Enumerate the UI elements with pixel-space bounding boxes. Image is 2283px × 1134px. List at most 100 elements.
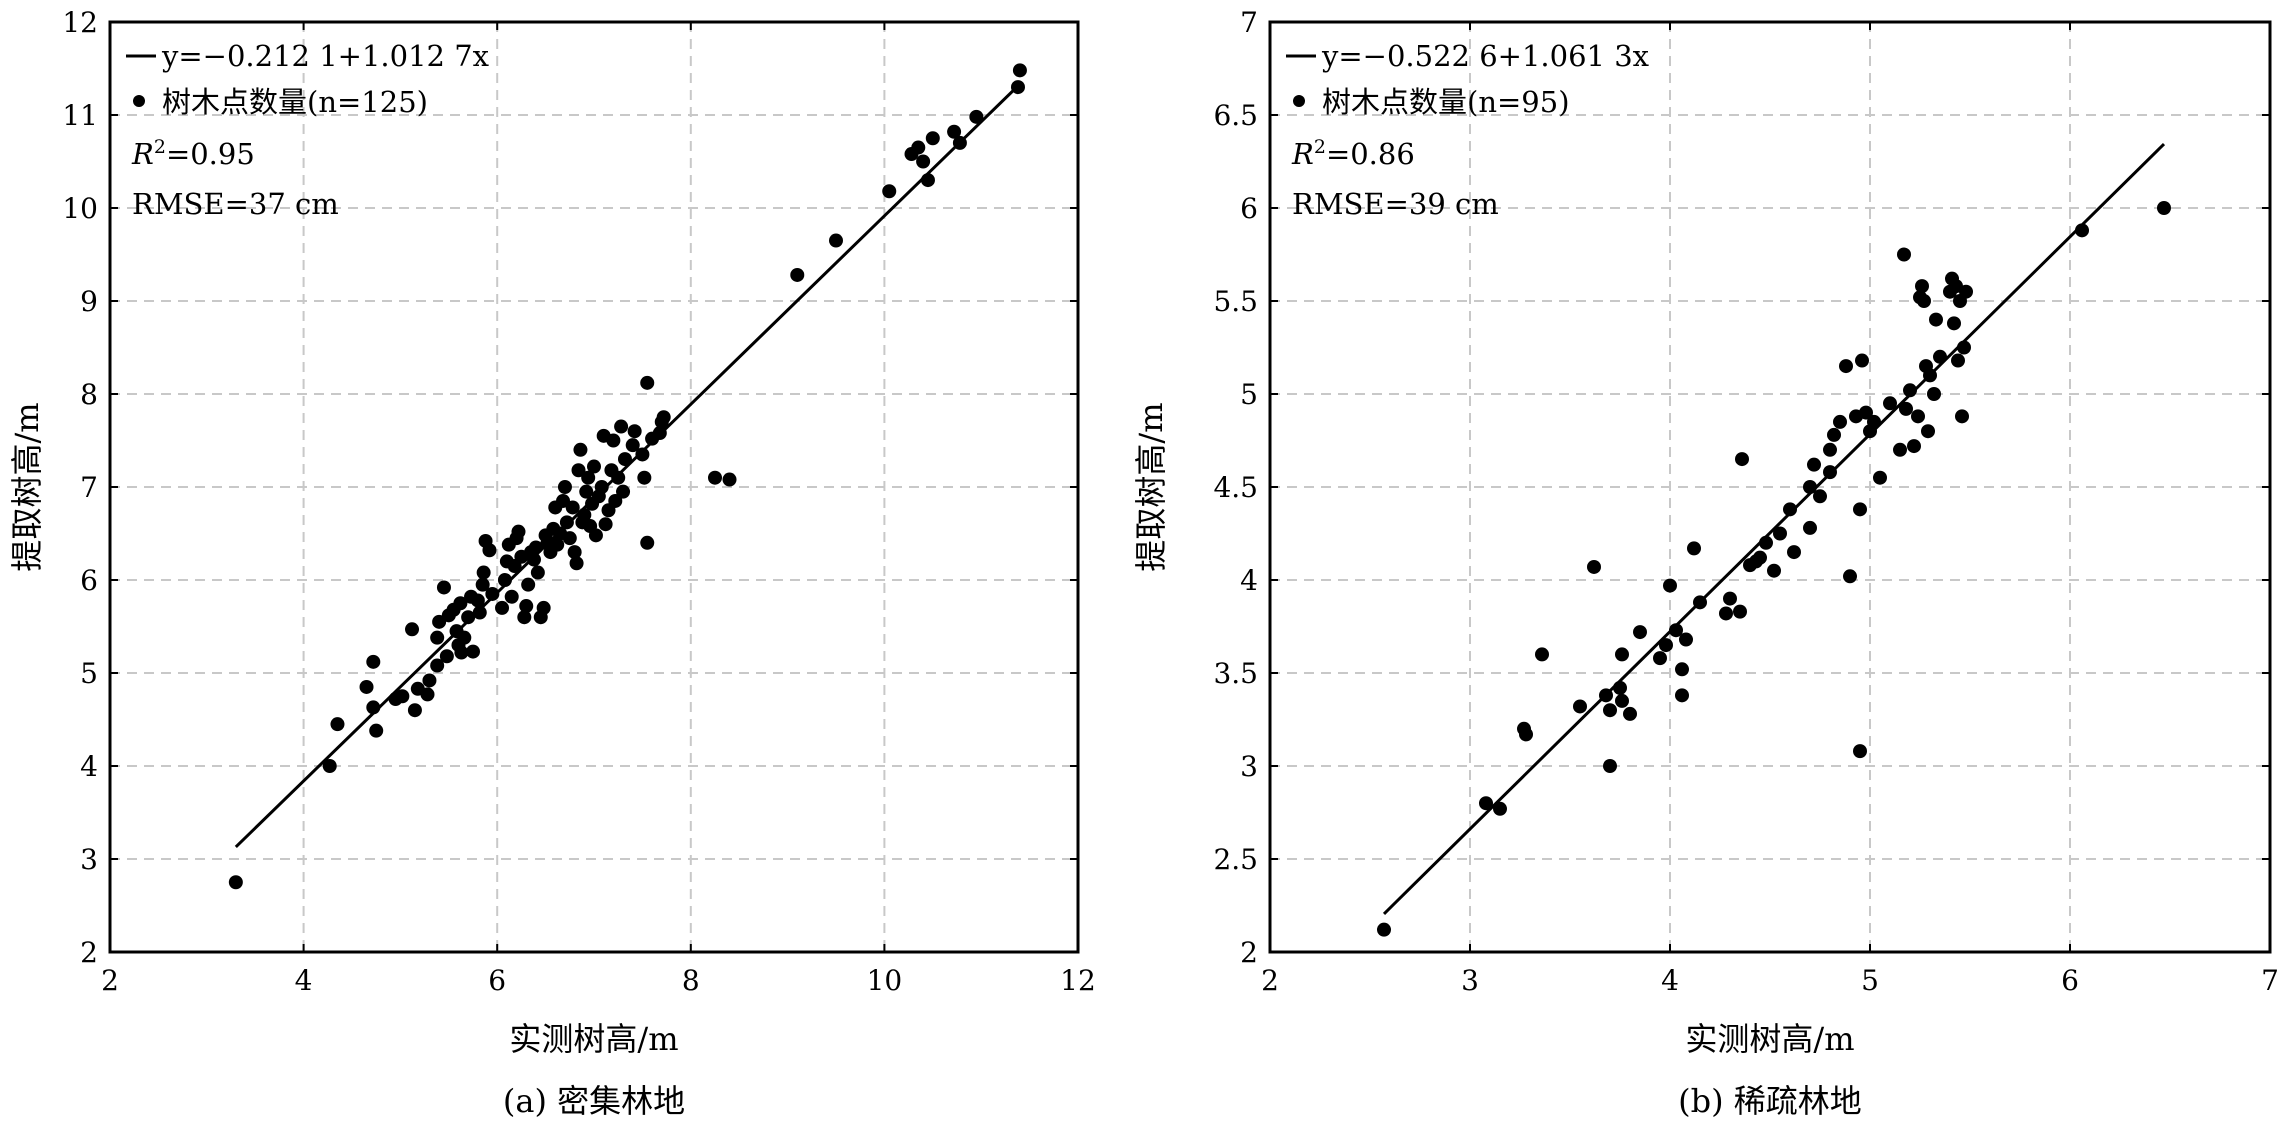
data-point [567, 545, 582, 560]
data-point [1911, 409, 1925, 424]
legend-point-swatch [133, 95, 145, 107]
data-point [640, 535, 655, 550]
data-point [1915, 279, 1929, 294]
data-point [526, 552, 541, 567]
data-point [571, 463, 586, 478]
x-tick-label: 6 [2061, 964, 2079, 997]
data-point [366, 654, 381, 669]
data-point [611, 470, 626, 485]
data-point [1603, 703, 1617, 718]
data-point [405, 622, 420, 637]
data-point [625, 438, 640, 453]
data-point [1843, 569, 1857, 584]
data-point [1493, 801, 1507, 816]
data-point [1623, 706, 1637, 721]
y-tick-label: 6.5 [1213, 99, 1258, 132]
data-point [504, 589, 519, 604]
data-point [925, 131, 940, 146]
data-point [969, 109, 984, 124]
data-point [1907, 439, 1921, 454]
x-tick-label: 6 [488, 964, 506, 997]
x-tick-label: 2 [1261, 964, 1279, 997]
data-point [1823, 442, 1837, 457]
data-point [1587, 559, 1601, 574]
data-point [1855, 353, 1869, 368]
data-point [1927, 387, 1941, 401]
data-point [457, 630, 472, 645]
data-point [1010, 80, 1025, 95]
figure-caption: (a) 密集林地 [503, 1082, 685, 1120]
data-point [1613, 680, 1627, 695]
data-point [1603, 759, 1617, 773]
data-point [1833, 414, 1847, 429]
data-point [1663, 578, 1677, 593]
y-axis-label: 提取树高/m [1132, 402, 1170, 571]
data-point [511, 524, 526, 539]
data-point [598, 517, 613, 532]
data-point [1687, 541, 1701, 556]
rmse-label: RMSE=39 cm [1292, 187, 1499, 221]
data-point [495, 600, 510, 615]
data-point [517, 610, 532, 625]
data-point [476, 565, 491, 580]
data-point [430, 630, 445, 645]
data-point [472, 605, 487, 620]
chart-panel-a: 2 4 6 8 10 12 2 3 4 5 6 7 8 9 10 11 12 实测树高/m 提取树高/m (a) 密集… [8, 6, 1096, 1120]
data-point [882, 184, 897, 199]
data-point [1615, 693, 1629, 708]
data-point [617, 452, 632, 467]
data-point [1947, 316, 1961, 331]
legend: y=−0.522 6+1.061 3x 树木点数量(n=95) [1286, 39, 1649, 119]
data-point [573, 442, 588, 457]
data-point [1803, 520, 1817, 535]
rmse-label: RMSE=37 cm [132, 187, 339, 221]
data-point [2157, 201, 2171, 215]
data-point [521, 577, 536, 592]
x-tick-label: 8 [682, 964, 700, 997]
grid [110, 22, 1078, 952]
data-point [637, 470, 652, 485]
data-point [1535, 647, 1549, 662]
data-point [1659, 638, 1673, 653]
data-point [579, 484, 594, 499]
data-point [519, 599, 534, 614]
data-point [1933, 349, 1947, 364]
y-tick-label: 9 [80, 285, 98, 318]
y-tick-label: 2 [1240, 936, 1258, 969]
y-tick-label: 5 [1240, 378, 1258, 411]
data-point [559, 515, 574, 530]
data-point [1923, 368, 1937, 383]
data-point [1853, 744, 1867, 759]
data-point [395, 689, 410, 704]
data-point [1955, 409, 1969, 424]
data-point [359, 679, 374, 694]
y-tick-label: 5.5 [1213, 285, 1258, 318]
data-point [1883, 396, 1897, 411]
data-point [1759, 535, 1773, 550]
data-point [439, 649, 454, 664]
figure-caption: (b) 稀疏林地 [1678, 1082, 1862, 1120]
data-point [614, 419, 629, 434]
regression-line [1382, 142, 2166, 915]
data-point [790, 267, 805, 282]
data-point [1733, 604, 1747, 619]
data-point [530, 565, 545, 580]
grid [1270, 22, 2270, 952]
y-tick-label: 4.5 [1213, 471, 1258, 504]
data-point [1951, 353, 1965, 368]
y-tick-label: 3.5 [1213, 657, 1258, 690]
y-tick-label: 2.5 [1213, 843, 1258, 876]
data-point [1719, 606, 1733, 621]
data-point [1917, 294, 1931, 308]
legend: y=−0.212 1+1.012 7x 树木点数量(n=125) [126, 39, 489, 119]
data-point [829, 233, 843, 248]
data-point [485, 586, 500, 601]
data-point [422, 673, 437, 688]
y-tick-label: 6 [1240, 192, 1258, 225]
data-point [1803, 480, 1817, 494]
data-point [430, 658, 445, 673]
data-point [1633, 625, 1647, 640]
data-point [369, 723, 384, 738]
data-point [1873, 470, 1887, 485]
